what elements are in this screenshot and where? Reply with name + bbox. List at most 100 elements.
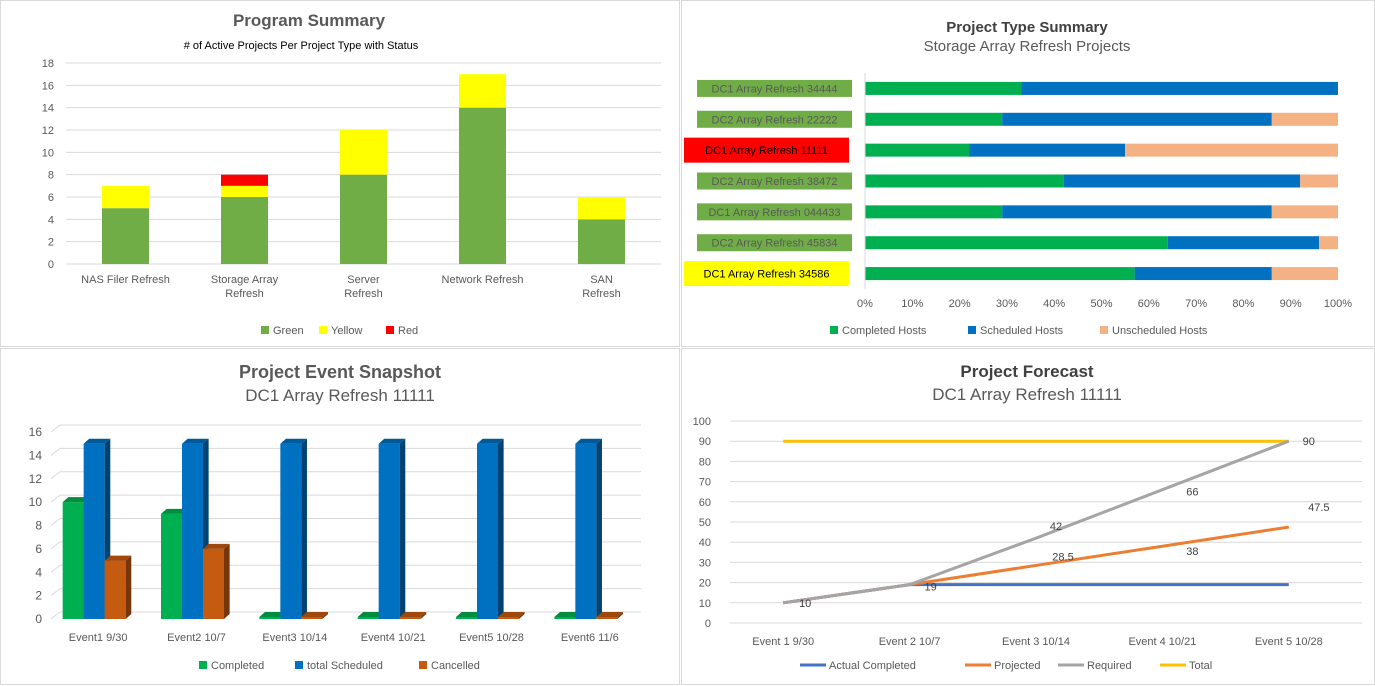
category-label-badge [697, 203, 852, 221]
bar-yellow [578, 197, 625, 220]
chart-subtitle: Storage Array Refresh Projects [924, 38, 1131, 55]
y-tick-label: 14 [29, 448, 43, 462]
bar-front-completed [456, 617, 477, 619]
bar-segment [1134, 267, 1272, 281]
legend-swatch [199, 661, 207, 669]
data-label: 42 [1050, 521, 1062, 533]
gridline [50, 611, 61, 620]
project-event-snapshot-panel: Project Event Snapshot DC1 Array Refresh… [0, 348, 680, 685]
bar-top [456, 612, 483, 617]
gridline [50, 541, 61, 550]
y-tick-label: 80 [699, 456, 711, 468]
x-tick-label: 0% [857, 298, 873, 310]
bar-front-cancelled [399, 617, 421, 619]
bar-front-total-scheduled [378, 443, 400, 619]
legend-swatch [386, 326, 394, 334]
y-tick-label: 60 [699, 497, 711, 509]
y-tick-label: DC2 Array Refresh 22222 [712, 114, 838, 126]
y-tick-label: DC1 Array Refresh 34444 [712, 83, 838, 95]
bar-side [519, 612, 525, 619]
y-tick-label: 2 [35, 589, 42, 603]
y-tick-label: 10 [42, 147, 54, 159]
bar-top [301, 612, 328, 617]
bar-top [259, 612, 286, 617]
data-label: 47.5 [1308, 502, 1329, 514]
program-summary-panel: Program Summary # of Active Projects Per… [0, 0, 680, 347]
bar-segment [1002, 112, 1272, 126]
chart-title: Project Forecast [960, 362, 1094, 381]
category-label-badge [684, 137, 849, 163]
y-tick-label: 10 [699, 598, 711, 610]
legend-label: Completed [211, 660, 264, 672]
bar-top [554, 612, 581, 617]
series-line-actual-completed [782, 583, 1289, 605]
bar-segment [865, 81, 1022, 95]
project-event-snapshot-chart: Project Event Snapshot DC1 Array Refresh… [29, 362, 641, 672]
y-tick-label: 16 [42, 80, 54, 92]
bar-segment [1063, 174, 1301, 188]
x-tick-label: Event6 11/6 [561, 632, 619, 644]
x-tick-label: Event 5 10/28 [1255, 636, 1323, 648]
y-tick-label: 100 [693, 416, 711, 428]
project-type-summary-panel: Project Type Summary Storage Array Refre… [681, 0, 1375, 347]
y-tick-label: 6 [48, 192, 54, 204]
project-type-summary-chart: Project Type Summary Storage Array Refre… [684, 19, 1352, 337]
y-tick-label: 18 [42, 58, 54, 70]
legend-swatch [419, 661, 427, 669]
bar-segment [1021, 81, 1338, 95]
bar-segment [865, 174, 1064, 188]
y-tick-label: DC1 Array Refresh 044433 [708, 207, 840, 219]
program-summary-chart: Program Summary # of Active Projects Per… [42, 11, 661, 337]
y-tick-label: 8 [48, 170, 54, 182]
legend-label: Projected [994, 660, 1040, 672]
bar-segment [865, 143, 970, 157]
y-tick-label: 16 [29, 425, 43, 439]
bar-red [221, 174, 268, 186]
bar-segment [865, 236, 1168, 250]
bar-front-total-scheduled [477, 443, 498, 619]
series-line-required [782, 439, 1290, 605]
bar-segment [1167, 236, 1320, 250]
x-tick-label: 70% [1185, 298, 1207, 310]
x-tick-label: NAS Filer Refresh [81, 274, 170, 286]
y-tick-label: DC1 Array Refresh 11111 [705, 145, 828, 157]
y-tick-label: DC1 Array Refresh 34586 [704, 269, 830, 281]
data-label: 90 [1303, 436, 1315, 448]
bar-top [83, 438, 111, 444]
y-tick-label: 4 [48, 214, 54, 226]
chart-subtitle: DC1 Array Refresh 11111 [932, 385, 1122, 404]
bar-top [161, 508, 188, 514]
data-label: 10 [799, 598, 811, 610]
category-label-badge [697, 172, 852, 190]
bar-segment [1271, 112, 1338, 126]
bar-segment [1271, 205, 1338, 219]
bar-front-cancelled [203, 548, 224, 619]
gridline [50, 447, 61, 456]
x-tick-label: Event5 10/28 [459, 632, 524, 644]
bar-segment [1125, 143, 1338, 157]
y-tick-label: 0 [48, 259, 54, 271]
x-tick-label: 40% [1043, 298, 1065, 310]
legend-label: Required [1087, 660, 1132, 672]
bar-side [125, 555, 132, 619]
bar-front-completed [357, 617, 379, 619]
bar-side [617, 612, 623, 619]
x-tick-label: Storage Array [211, 274, 279, 286]
bar-top [596, 612, 623, 617]
bar-yellow [459, 74, 506, 108]
y-tick-label: 14 [42, 103, 54, 115]
bar-front-total-scheduled [83, 443, 105, 619]
legend-label: Yellow [331, 325, 362, 337]
y-tick-label: 70 [699, 477, 711, 489]
legend-swatch [830, 326, 838, 334]
legend-label: Green [273, 325, 304, 337]
x-tick-label: Refresh [225, 288, 264, 300]
legend-label: Completed Hosts [842, 325, 927, 337]
y-tick-label: 8 [35, 519, 42, 533]
y-tick-label: 0 [705, 618, 711, 630]
category-label-badge [697, 110, 852, 128]
bar-top [104, 555, 132, 561]
bar-segment [865, 267, 1135, 281]
bar-front-cancelled [301, 617, 323, 619]
x-tick-label: 90% [1280, 298, 1302, 310]
